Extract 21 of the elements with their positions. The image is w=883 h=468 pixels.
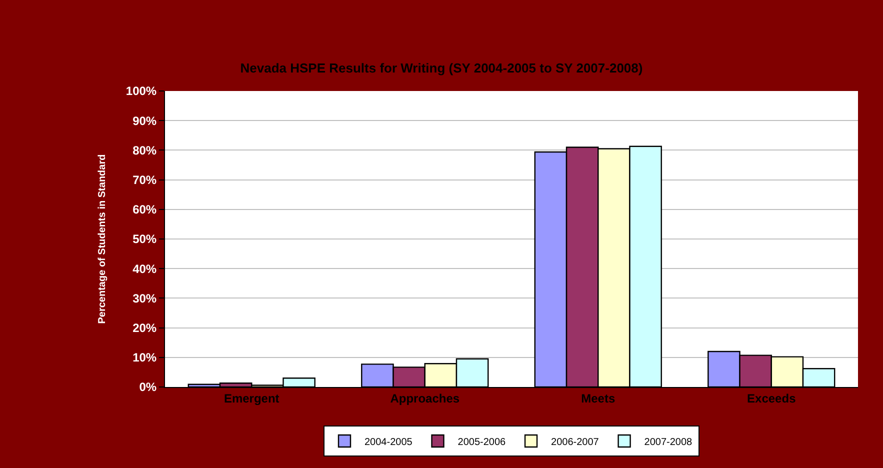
y-axis-title: Percentage of Students in Standard: [96, 154, 108, 324]
y-tick-label: 40%: [132, 262, 157, 276]
x-tick-label: Emergent: [224, 391, 280, 406]
y-tick-label: 60%: [132, 202, 157, 217]
y-tick-label: 50%: [132, 232, 157, 246]
x-tick-label: Meets: [581, 391, 616, 406]
y-tick-label: 90%: [132, 114, 157, 128]
y-tick-label: 100%: [126, 84, 157, 98]
y-tick-label: 30%: [132, 291, 157, 306]
y-tick-label: 20%: [132, 321, 157, 335]
legend-label: 2007-2008: [644, 436, 693, 448]
chart-title: Nevada HSPE Results for Writing (SY 2004-2005 to SY 2007-2008): [240, 60, 643, 76]
y-tick-label: 0%: [139, 380, 157, 394]
x-tick-label: Approaches: [390, 391, 460, 406]
legend-label: 2005-2006: [458, 436, 506, 448]
y-tick-label: 80%: [132, 143, 157, 158]
legend-label: 2006-2007: [551, 436, 600, 448]
y-tick-label: 10%: [132, 350, 157, 365]
y-tick-label: 70%: [132, 173, 157, 187]
x-tick-label: Exceeds: [747, 391, 796, 406]
legend-label: 2004-2005: [364, 436, 413, 448]
